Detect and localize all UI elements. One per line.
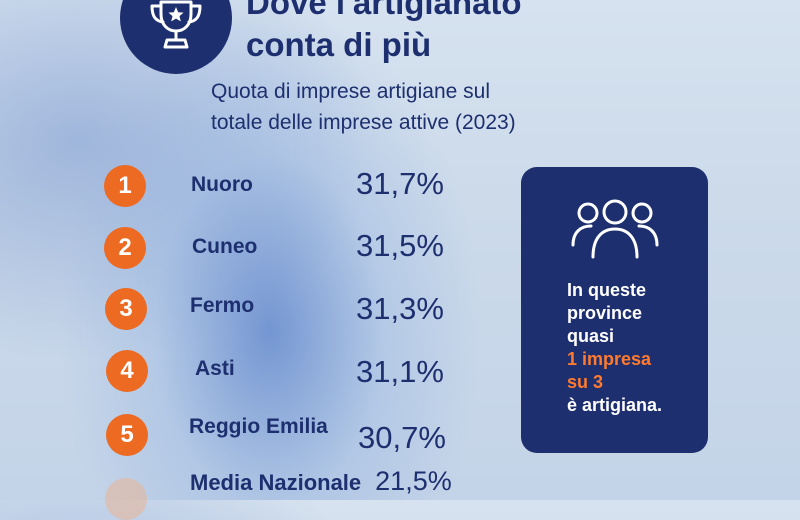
trophy-badge <box>120 0 232 74</box>
national-average: Media Nazionale 21,5% <box>190 466 452 497</box>
ranking-row-5: 5 Reggio Emilia 30,7% <box>0 410 480 460</box>
province-value: 31,1% <box>356 354 444 389</box>
ranking-row-2: 2 Cuneo 31,5% <box>0 222 480 272</box>
info-card: In queste province quasi 1 impresa su 3 … <box>521 167 708 453</box>
national-average-value: 21,5% <box>375 466 452 496</box>
page-subtitle: Quota di imprese artigiane sul totale de… <box>211 76 516 138</box>
province-name: Nuoro <box>191 173 253 196</box>
province-value: 31,5% <box>356 228 444 263</box>
subtitle-line-2: totale delle imprese attive (2023) <box>211 111 516 134</box>
ranking-row-4: 4 Asti 31,1% <box>0 348 480 398</box>
info-highlight-line-2: su 3 <box>567 372 604 392</box>
province-name: Fermo <box>190 294 255 317</box>
province-value: 31,7% <box>356 166 444 201</box>
province-name: Asti <box>195 357 235 380</box>
province-name: Cuneo <box>192 235 258 258</box>
ranking-row-1: 1 Nuoro 31,7% <box>0 160 480 210</box>
rank-badge: 5 <box>106 414 148 456</box>
national-average-label: Media Nazionale <box>190 470 362 495</box>
title-line-2: conta di più <box>246 26 432 63</box>
province-name: Reggio Emilia <box>189 415 328 438</box>
info-card-text: In queste province quasi 1 impresa su 3 … <box>567 279 662 417</box>
trophy-icon <box>150 0 202 49</box>
info-highlight-line-1: 1 impresa <box>567 349 652 369</box>
ranking-row-3: 3 Fermo 31,3% <box>0 285 480 335</box>
info-line-4: è artigiana. <box>567 395 663 415</box>
rank-badge: 3 <box>105 288 147 330</box>
province-value: 30,7% <box>358 420 446 455</box>
people-group-icon <box>571 199 659 259</box>
rank-badge: 2 <box>104 227 146 269</box>
national-average-badge <box>105 478 147 520</box>
title-line-1: Dove l'artigianato <box>246 0 522 21</box>
info-line-1: In queste <box>567 280 647 300</box>
rank-badge: 1 <box>104 165 146 207</box>
rank-badge: 4 <box>106 350 148 392</box>
province-value: 31,3% <box>356 291 444 326</box>
info-line-3: quasi <box>567 326 615 346</box>
subtitle-line-1: Quota di imprese artigiane sul <box>211 80 490 103</box>
page-title: Dove l'artigianato conta di più <box>246 0 522 66</box>
info-line-2: province <box>567 303 643 323</box>
